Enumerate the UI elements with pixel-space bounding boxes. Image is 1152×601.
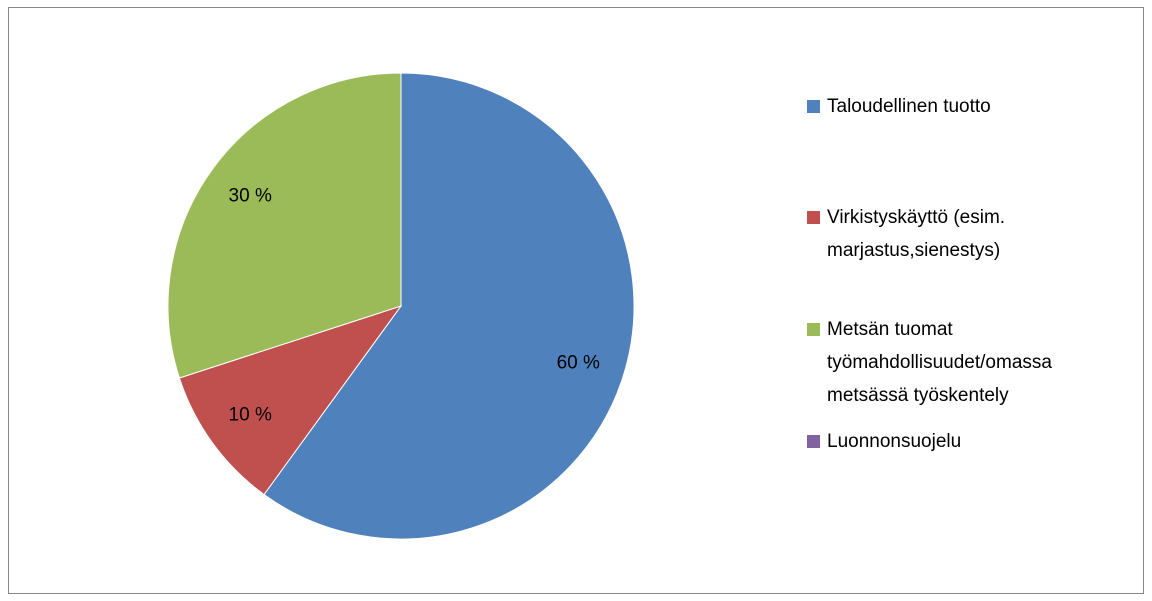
pie-slice (178, 305, 403, 496)
legend-label: Virkistyskäyttö (esim. marjastus,sienest… (827, 207, 1006, 261)
legend-item: Taloudellinen tuotto (807, 90, 1057, 123)
legend-label: Taloudellinen tuotto (827, 96, 991, 117)
legend-swatch (807, 100, 820, 113)
data-label: 60 % (557, 353, 600, 374)
legend-swatch (807, 323, 820, 336)
legend-label: Metsän tuomat työmahdollisuudet/omassa m… (827, 319, 1052, 406)
pie-slice (167, 72, 402, 379)
pie-slice (263, 72, 635, 540)
data-label: 10 % (229, 405, 272, 426)
legend-item: Metsän tuomat työmahdollisuudet/omassa m… (807, 313, 1057, 412)
legend-swatch (807, 435, 820, 448)
legend-item: Virkistyskäyttö (esim. marjastus,sienest… (807, 201, 1057, 267)
data-label: 30 % (229, 185, 272, 206)
legend-item: Luonnonsuojelu (807, 425, 1057, 458)
legend-swatch (807, 211, 820, 224)
legend-label: Luonnonsuojelu (827, 431, 962, 452)
